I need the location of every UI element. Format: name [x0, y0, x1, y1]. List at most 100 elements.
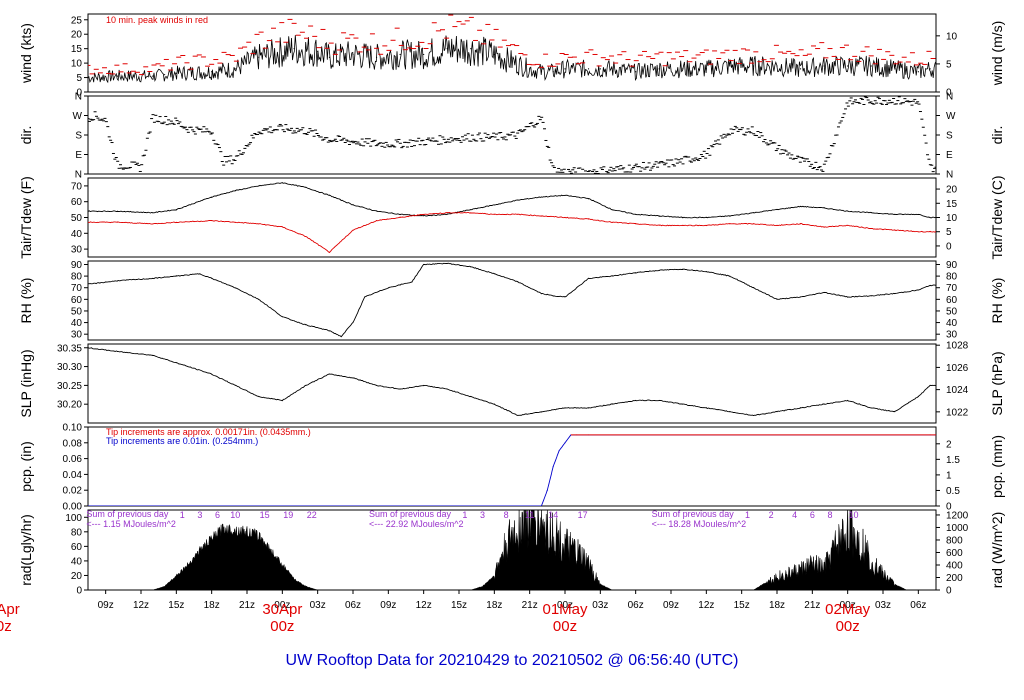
tdew-point — [800, 223, 802, 225]
series-rh — [88, 262, 936, 338]
tdew-point — [705, 224, 707, 226]
tair-point — [423, 215, 425, 217]
tdew-point — [658, 224, 660, 226]
tair-point — [847, 210, 849, 212]
right-tick-label: 30 — [946, 330, 958, 341]
rh-point — [517, 281, 519, 283]
rh-point — [658, 269, 660, 271]
tair-point — [152, 212, 154, 214]
rad-hour-mark: 14 — [548, 510, 558, 520]
slp-point — [234, 384, 236, 386]
rh-point — [199, 273, 201, 275]
rad-hour-mark: 10 — [849, 510, 859, 520]
tair-point — [399, 213, 401, 215]
x-tick-label: 03z — [310, 600, 326, 611]
panel-note-approx: Tip increments are approx. 0.00171in. (0… — [106, 427, 311, 437]
pcp-point — [558, 450, 560, 452]
slp-point — [847, 399, 849, 401]
x-tick-label: 21z — [522, 600, 538, 611]
right-tick-label: E — [946, 150, 953, 161]
slp-point — [705, 407, 707, 409]
left-tick-label: 30.25 — [57, 381, 82, 392]
left-tick-label: W — [73, 111, 83, 122]
panel-frame-temp — [87, 177, 937, 258]
rad-hour-mark: 15 — [260, 510, 270, 520]
wind-point — [328, 56, 331, 58]
rad-hour-mark: 22 — [307, 510, 317, 520]
wind-point — [682, 68, 684, 70]
day-label-date: 29Apr — [0, 601, 20, 618]
slp-point — [776, 411, 778, 413]
rh-point — [611, 275, 613, 277]
day-label-hour: 00z — [0, 618, 12, 635]
left-tick-label: 60 — [71, 197, 83, 208]
slp-point — [376, 384, 378, 386]
wind-point — [540, 71, 543, 73]
y-axis-label-right: dir. — [989, 126, 1005, 145]
rh-point — [152, 277, 154, 279]
tair-point — [540, 196, 542, 198]
left-tick-label: 40 — [71, 556, 83, 567]
right-tick-label: 1200 — [946, 510, 969, 521]
tair-point — [776, 209, 778, 211]
rad-sum-label: Sum of previous day — [652, 509, 735, 519]
rad-hour-mark: 19 — [283, 510, 293, 520]
rh-point — [847, 296, 849, 298]
tair-point — [517, 199, 519, 201]
wind-point — [470, 48, 472, 50]
left-tick-label: 30.35 — [57, 343, 82, 354]
wind-point — [399, 53, 401, 56]
y-axis-label-right: SLP (hPa) — [989, 351, 1005, 415]
wind-point — [317, 50, 319, 53]
rh-point — [211, 277, 213, 279]
rh-point — [305, 324, 307, 326]
slp-point — [611, 403, 613, 405]
left-tick-label: 80 — [71, 272, 83, 283]
rh-point — [493, 273, 495, 275]
tdew-point — [446, 212, 448, 214]
slp-point — [116, 351, 118, 353]
rh-point — [682, 268, 684, 270]
wind-point — [375, 56, 378, 58]
tair-point — [116, 210, 118, 212]
series-direction — [88, 96, 936, 174]
wind-point — [917, 71, 919, 73]
left-tick-label: 90 — [71, 260, 83, 271]
right-tick-label: 200 — [946, 573, 963, 584]
pcp-point — [546, 489, 548, 491]
x-tick-label: 06z — [345, 600, 361, 611]
rh-point — [116, 280, 118, 282]
tdew-point — [152, 223, 154, 225]
rh-point — [729, 275, 731, 277]
rh-point — [88, 283, 89, 285]
x-tick-label: 21z — [804, 600, 820, 611]
rh-point — [328, 330, 330, 332]
right-tick-label: 1022 — [946, 407, 969, 418]
series-tair — [88, 182, 936, 219]
right-tick-label: 70 — [946, 283, 958, 294]
left-tick-label: 0.04 — [63, 470, 83, 481]
slp-point — [682, 403, 684, 405]
left-tick-label: 10 — [71, 59, 83, 70]
tdew-point — [752, 223, 754, 225]
rh-point — [705, 270, 707, 272]
right-tick-label: 60 — [946, 295, 958, 306]
wind-point — [163, 74, 166, 76]
wind-point — [599, 68, 601, 70]
left-tick-label: 70 — [71, 283, 83, 294]
x-tick-label: 00z — [840, 600, 856, 611]
left-tick-label: 0.00 — [63, 502, 83, 513]
tdew-point — [894, 229, 896, 231]
left-tick-label: 80 — [71, 527, 83, 538]
x-tick-label: 12z — [133, 600, 149, 611]
x-tick-label: 03z — [875, 600, 891, 611]
panel-note: 10 min. peak winds in red — [106, 15, 208, 25]
tdew-point — [305, 235, 307, 237]
left-tick-label: S — [75, 131, 82, 142]
left-tick-label: 0.02 — [63, 486, 83, 497]
x-tick-label: 15z — [734, 600, 750, 611]
pcp-point — [552, 466, 554, 467]
tair-point — [870, 212, 872, 214]
tdew-point — [611, 221, 613, 223]
rad-hour-mark: 1 — [745, 510, 750, 520]
